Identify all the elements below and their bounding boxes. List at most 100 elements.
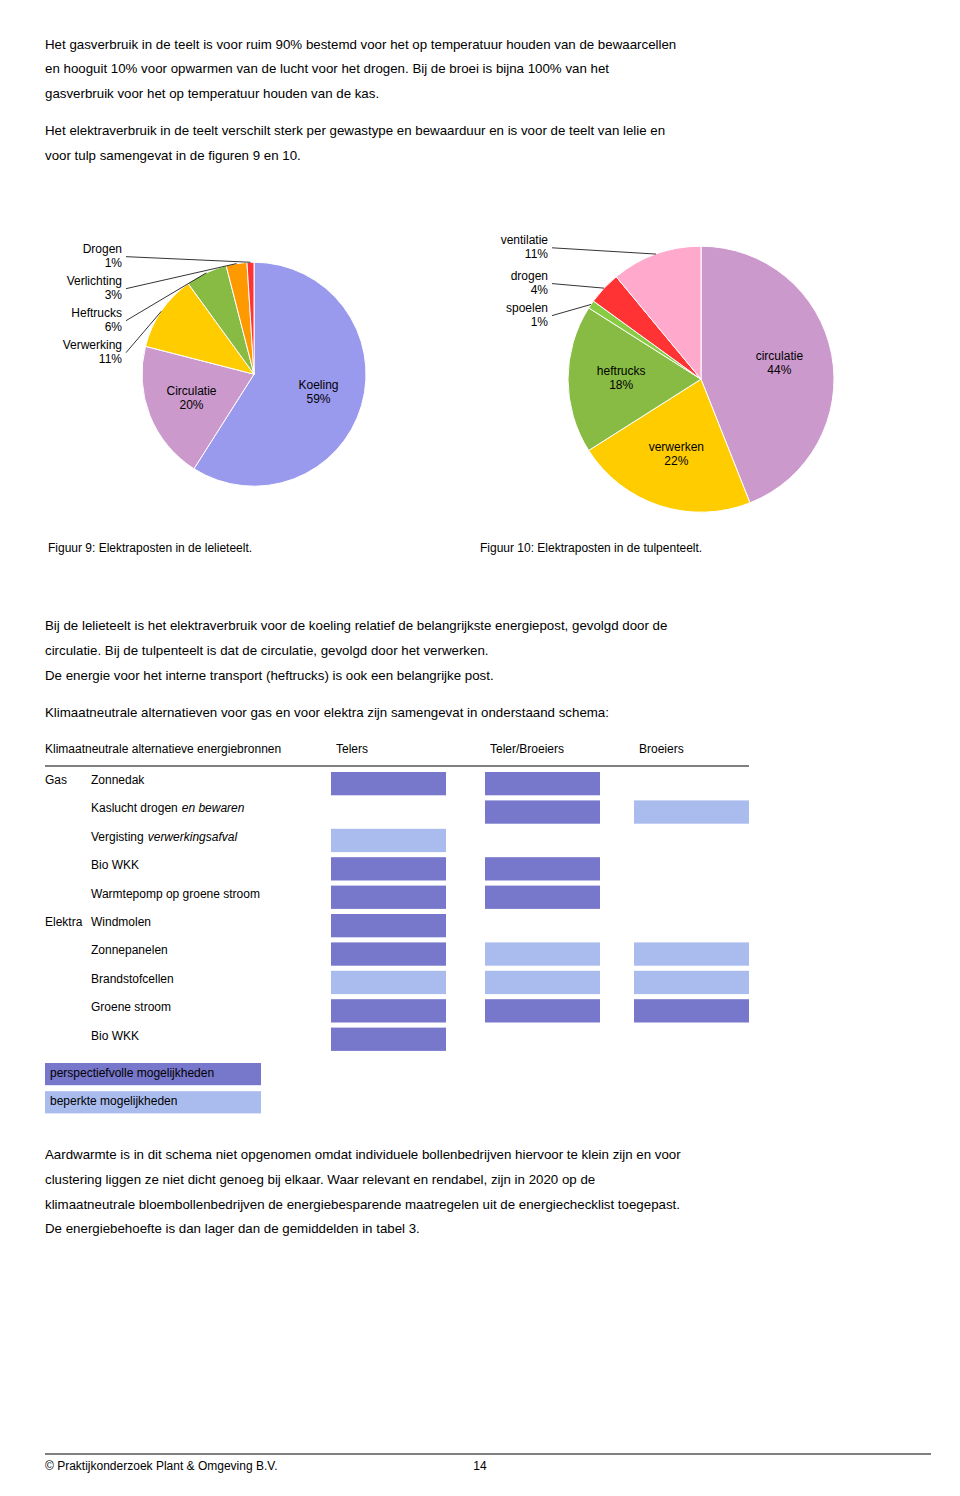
- legend-swatch: [45, 1063, 261, 1085]
- table-cell: [634, 999, 749, 1022]
- table-title: Klimaatneutrale alternatieve energiebron…: [45, 742, 281, 756]
- table-item: Bio WKK: [91, 1028, 139, 1042]
- table-cell: [485, 971, 600, 994]
- legend-label: perspectiefvolle mogelijkheden: [50, 1066, 214, 1080]
- paragraph-line: Bij de lelieteelt is het elektraverbruik…: [45, 618, 667, 633]
- table-item-text: Bio WKK: [91, 858, 139, 872]
- slices: [568, 246, 834, 512]
- table-item-italic: verwerkingsafval: [148, 830, 238, 844]
- table-cell: [331, 1028, 446, 1051]
- paragraph-line: De energie voor het interne transport (h…: [45, 668, 494, 683]
- slice-value-label: 11%: [99, 352, 122, 366]
- slice-value-label: 20%: [180, 398, 204, 412]
- table-item: Bio WKK: [91, 858, 139, 872]
- table-cell: [331, 857, 446, 880]
- table-item-text: Zonnepanelen: [91, 943, 168, 957]
- paragraph-line: De energiebehoefte is dan lager dan de g…: [45, 1221, 420, 1236]
- data-labels: circulatie44% verwerken22% heftrucks18% ven…: [501, 233, 804, 468]
- paragraph-line: Het elektraverbruik in de teelt verschil…: [45, 123, 665, 138]
- table-item: Windmolen: [91, 915, 151, 929]
- legend-label: beperkte mogelijkheden: [50, 1094, 177, 1108]
- table-item: Zonnedak: [91, 773, 145, 787]
- slice-value-label: 59%: [307, 392, 331, 406]
- pie-slice: [247, 262, 254, 374]
- paragraph-line: voor tulp samengevat in de figuren 9 en …: [45, 148, 301, 163]
- paragraph-line: Het gasverbruik in de teelt is voor ruim…: [45, 37, 676, 52]
- table-item: Brandstofcellen: [91, 972, 174, 986]
- paragraph-line: Klimaatneutrale alternatieven voor gas e…: [45, 705, 609, 720]
- leader-line: [552, 248, 656, 254]
- table-item: Warmtepomp op groene stroom: [91, 886, 260, 900]
- slice-value-label: 6%: [105, 320, 123, 334]
- table-category: Gas: [45, 773, 67, 787]
- paragraph-line: gasverbruik voor het op temperatuur houd…: [45, 86, 379, 101]
- slice-label: spoelen: [506, 301, 548, 315]
- pie-slice: [616, 246, 701, 379]
- table-item-text: Zonnedak: [91, 773, 145, 787]
- paragraph-line: Aardwarmte is in dit schema niet opgenom…: [45, 1147, 681, 1162]
- table: Klimaatneutrale alternatieve energiebron…: [45, 742, 749, 1051]
- slice-value-label: 18%: [609, 378, 633, 392]
- table-item: Groene stroom: [91, 1000, 171, 1014]
- page-number: 14: [473, 1459, 487, 1473]
- slice-label: ventilatie: [501, 233, 549, 247]
- table-item: Kaslucht drogenen bewaren: [91, 801, 245, 815]
- leader-line: [126, 264, 236, 289]
- table-cell: [634, 971, 749, 994]
- slice-label: Koeling: [299, 378, 339, 392]
- slice-label: circulatie: [756, 349, 804, 363]
- table-cell: [485, 857, 600, 880]
- slice-value-label: 22%: [664, 454, 688, 468]
- slice-label: Verwerking: [63, 338, 122, 352]
- paragraph-line: klimaatneutrale bloembollenbedrijven de …: [45, 1197, 680, 1212]
- table-cell: [485, 800, 600, 823]
- table-item-text: Groene stroom: [91, 1000, 171, 1014]
- leader-line: [126, 257, 250, 263]
- leader-line: [126, 311, 161, 352]
- slice-label: Heftrucks: [71, 306, 122, 320]
- slices: [142, 262, 366, 486]
- slice-label: drogen: [511, 269, 548, 283]
- table-item-italic: en bewaren: [182, 801, 245, 815]
- chart-caption: Figuur 10: Elektraposten in de tulpentee…: [480, 541, 702, 555]
- table-category: Elektra: [45, 915, 83, 929]
- leader-line: [552, 284, 604, 289]
- table-cell: [485, 999, 600, 1022]
- slice-value-label: 4%: [531, 283, 549, 297]
- paragraph-line: en hooguit 10% voor opwarmen van de luch…: [45, 61, 609, 76]
- leader-line: [552, 304, 591, 315]
- table-column-header: Broeiers: [639, 742, 684, 756]
- table-cell: [634, 800, 749, 823]
- footer-text: © Praktijkonderzoek Plant & Omgeving B.V…: [45, 1459, 278, 1473]
- table-header-rule: [45, 766, 749, 767]
- table-item-text: Bio WKK: [91, 1028, 139, 1042]
- table-column-header: Teler/Broeiers: [490, 742, 564, 756]
- slice-label: Drogen: [83, 242, 122, 256]
- slice-value-label: 3%: [105, 288, 123, 302]
- table-item-text: Brandstofcellen: [91, 972, 174, 986]
- slice-value-label: 44%: [767, 363, 791, 377]
- slice-value-label: 11%: [525, 247, 548, 261]
- slice-label: Verlichting: [67, 274, 122, 288]
- pie-slice: [226, 262, 254, 374]
- table-cell: [331, 942, 446, 965]
- table-item-text: Vergisting: [91, 830, 144, 844]
- pie-chart: circulatie44% verwerken22% heftrucks18% ven…: [501, 233, 834, 512]
- table-cell: [485, 886, 600, 909]
- legend-swatch: [45, 1091, 261, 1113]
- table-cell: [485, 772, 600, 795]
- chart-caption: Figuur 9: Elektraposten in de lelieteelt…: [48, 541, 252, 555]
- paragraph-line: clustering liggen ze niet dicht genoeg b…: [45, 1172, 595, 1187]
- table-cell: [331, 999, 446, 1022]
- table-item: Zonnepanelen: [91, 943, 168, 957]
- slice-label: Circulatie: [167, 384, 217, 398]
- page: Het gasverbruik in de teelt is voor ruim…: [0, 0, 960, 1496]
- table-column-header: Telers: [336, 742, 368, 756]
- slice-value-label: 1%: [105, 256, 123, 270]
- table-item-text: Windmolen: [91, 915, 151, 929]
- slice-label: heftrucks: [597, 364, 646, 378]
- table-cell: [331, 971, 446, 994]
- slice-label: verwerken: [649, 440, 704, 454]
- data-labels: Koeling59% Circulatie20% Drogen1% Verlichti…: [63, 242, 339, 412]
- pie-chart: Koeling59% Circulatie20% Drogen1% Verlichti…: [63, 242, 366, 486]
